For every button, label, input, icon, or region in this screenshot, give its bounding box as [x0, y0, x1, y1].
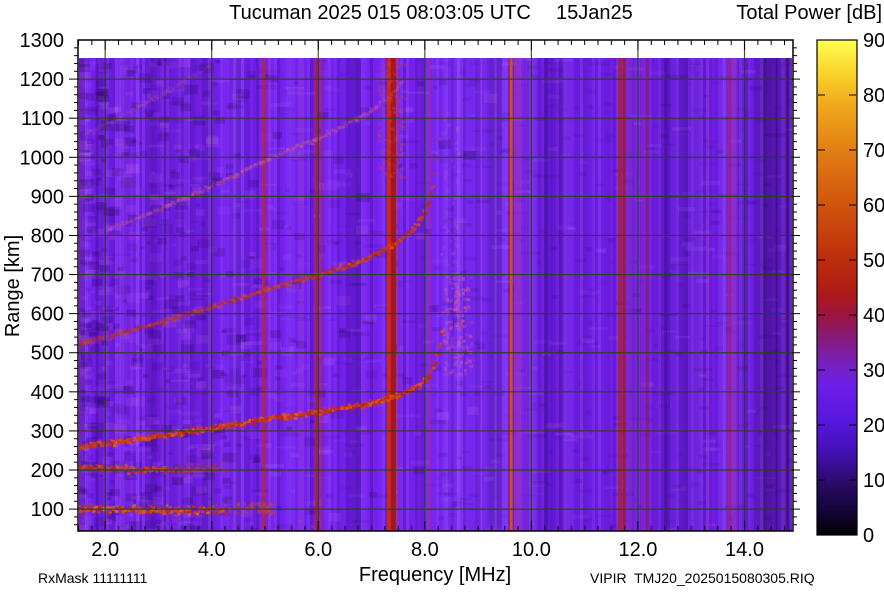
colorbar-tick-label: 40: [863, 305, 884, 327]
x-tick-label: 8.0: [411, 539, 439, 561]
colorbar-tick-label: 60: [863, 195, 884, 217]
colorbar-tick-label: 50: [863, 250, 884, 272]
date-label: 15Jan25: [556, 2, 633, 24]
filename-label: VIPIR TMJ20_2025015080305.RIQ: [590, 570, 815, 586]
y-tick-label: 700: [31, 265, 64, 287]
y-tick-label: 300: [31, 421, 64, 443]
y-tick-label: 1300: [20, 30, 65, 52]
x-tick-label: 2.0: [91, 539, 119, 561]
colorbar-title: Total Power [dB]: [736, 2, 882, 24]
x-tick-label: 14.0: [725, 539, 764, 561]
y-tick-label: 600: [31, 304, 64, 326]
y-tick-label: 100: [31, 499, 64, 521]
y-tick-label: 1100: [21, 108, 64, 130]
y-tick-label: 900: [31, 186, 64, 208]
colorbar-tick-label: 30: [863, 360, 884, 382]
colorbar-tick-label: 80: [863, 85, 884, 107]
x-tick-label: 10.0: [512, 539, 551, 561]
rxmask-label: RxMask 11111111: [38, 570, 148, 586]
colorbar-tick-label: 70: [863, 140, 884, 162]
colorbar-tick-label: 90: [863, 30, 884, 52]
colorbar-tick-label: 10: [863, 470, 884, 492]
x-tick-label: 4.0: [198, 539, 226, 561]
y-tick-label: 500: [31, 343, 64, 365]
y-tick-label: 1200: [20, 69, 65, 91]
y-tick-label: 800: [31, 225, 64, 247]
colorbar-tick-label: 20: [863, 415, 884, 437]
x-tick-label: 12.0: [618, 539, 657, 561]
x-tick-label: 6.0: [304, 539, 332, 561]
x-axis-label: Frequency [MHz]: [358, 564, 512, 586]
y-tick-label: 1000: [20, 147, 65, 169]
colorbar-tick-label: 0: [863, 525, 874, 547]
y-tick-label: 200: [31, 460, 64, 482]
colorbar: 0 10 20 30 40 50 60 70 80 90: [816, 30, 884, 547]
y-tick-label: 400: [31, 382, 64, 404]
page-title: Tucuman 2025 015 08:03:05 UTC: [229, 2, 531, 24]
